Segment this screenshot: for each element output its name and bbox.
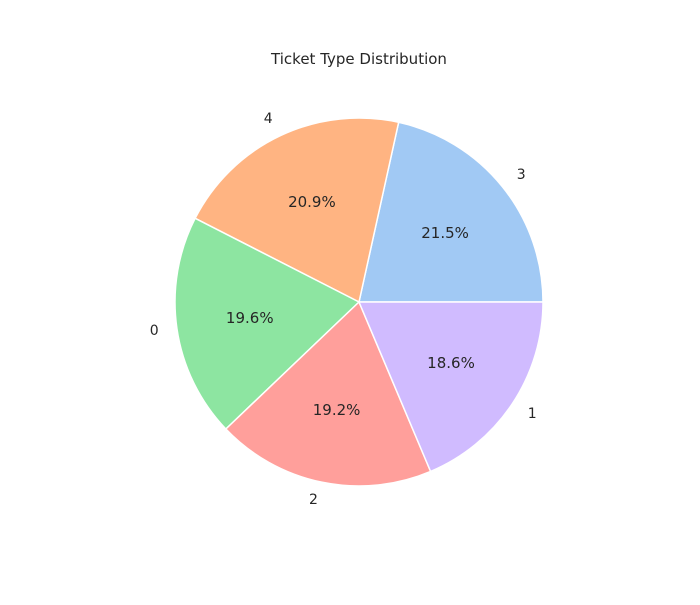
slice-label-0: 0	[150, 323, 159, 339]
slice-percent-4: 20.9%	[288, 193, 336, 211]
pie-labels: 3 21.5% 4 20.9% 0 19.6% 2 19.2% 1 18.6%	[150, 111, 537, 508]
pie-slice-0	[174, 217, 360, 430]
slice-percent-3: 21.5%	[421, 224, 469, 242]
chart-title: Ticket Type Distribution	[270, 50, 447, 68]
pie-slices	[174, 117, 544, 487]
slice-label-3: 3	[517, 167, 526, 183]
pie-slice-1	[358, 301, 544, 473]
slice-percent-2: 19.2%	[313, 401, 361, 419]
slice-percent-0: 19.6%	[226, 309, 274, 327]
slice-label-2: 2	[309, 492, 318, 508]
pie-slice-3	[358, 121, 544, 303]
pie-slice-4	[194, 117, 400, 303]
pie-slice-2	[225, 301, 432, 487]
slice-percent-1: 18.6%	[427, 354, 475, 372]
slice-label-1: 1	[528, 406, 537, 422]
slice-label-4: 4	[264, 111, 273, 127]
